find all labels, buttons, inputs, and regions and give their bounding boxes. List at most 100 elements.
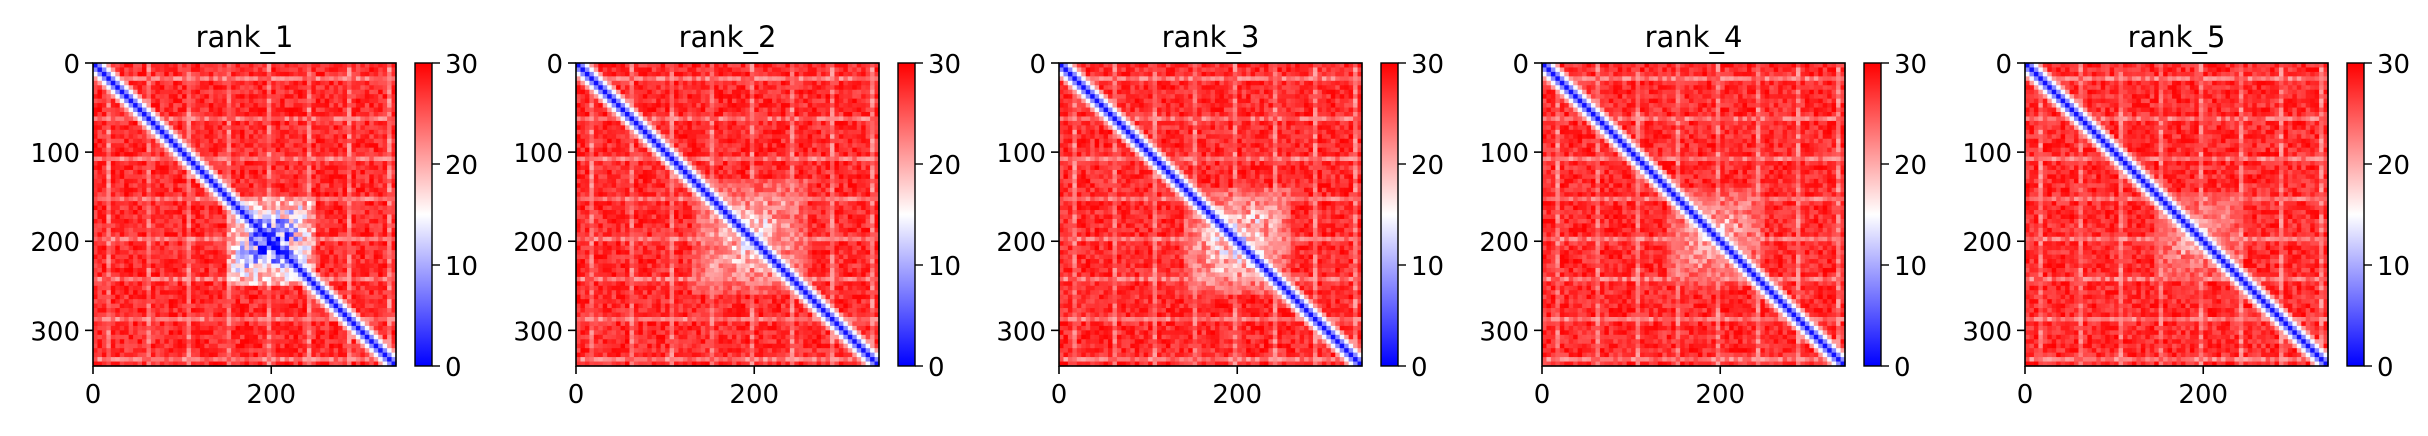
heatmap-cell [294,103,299,108]
heatmap-cell [280,112,285,117]
heatmap-cell [378,81,383,86]
heatmap-cell [294,197,299,202]
heatmap-cell [298,232,303,237]
heatmap-cell [173,246,178,251]
heatmap-cell [329,148,334,153]
heatmap-cell [102,72,107,77]
heatmap-cell [204,90,209,95]
heatmap-cell [365,72,370,77]
heatmap-cell [307,67,312,72]
heatmap-cell [343,246,348,251]
heatmap-cell [129,308,134,313]
heatmap-cell [164,317,169,322]
heatmap-cell [129,139,134,144]
heatmap-cell [369,72,374,77]
heatmap-cell [289,321,294,326]
heatmap-cell [276,223,281,228]
heatmap-cell [227,174,232,179]
heatmap-cell [204,344,209,349]
heatmap-cell [213,157,218,162]
heatmap-cell [249,246,254,251]
heatmap-cell [102,304,107,309]
heatmap-cell [329,174,334,179]
heatmap-cell [182,103,187,108]
heatmap-cell [187,188,192,193]
heatmap-cell [369,103,374,108]
heatmap-cell [253,304,258,309]
heatmap-cell [258,67,263,72]
heatmap-cell [298,152,303,157]
colorbar [415,63,432,366]
heatmap-cell [289,192,294,197]
heatmap-cell [227,90,232,95]
heatmap-cell [365,219,370,224]
heatmap-cell [227,228,232,233]
heatmap-cell [191,148,196,153]
heatmap-cell [106,228,111,233]
heatmap-cell [200,286,205,291]
heatmap-cell [356,241,361,246]
heatmap-cell [307,232,312,237]
heatmap-cell [240,108,245,113]
heatmap-cell [124,143,129,148]
heatmap-cell [142,215,147,220]
heatmap-cell [97,241,102,246]
heatmap-cell [329,299,334,304]
heatmap-cell [311,67,316,72]
heatmap-cell [173,344,178,349]
heatmap-cell [120,281,125,286]
heatmap-cell [360,179,365,184]
heatmap-cell [160,272,165,277]
heatmap-cell [160,148,165,153]
heatmap-cell [728,81,733,86]
heatmap-cell [320,299,325,304]
heatmap-cell [351,317,356,322]
heatmap-cell [307,317,312,322]
heatmap-cell [129,241,134,246]
heatmap-cell [253,174,258,179]
heatmap-cell [302,201,307,206]
heatmap-cell [124,321,129,326]
heatmap-cell [204,330,209,335]
heatmap-cell [115,250,120,255]
heatmap-cell [160,277,165,282]
heatmap-cell [160,344,165,349]
heatmap-cell [142,286,147,291]
heatmap-cell [360,165,365,170]
heatmap-cell [146,237,151,242]
heatmap-cell [218,335,223,340]
heatmap-cell [191,335,196,340]
heatmap-cell [307,148,312,153]
heatmap-cell [173,192,178,197]
heatmap-cell [160,210,165,215]
heatmap-cell [182,228,187,233]
heatmap-cell [365,108,370,113]
heatmap-cell [276,152,281,157]
heatmap-cell [213,174,218,179]
heatmap-cell [195,161,200,166]
heatmap-cell [320,108,325,113]
heatmap-cell [200,215,205,220]
heatmap-cell [160,152,165,157]
heatmap-cell [276,277,281,282]
heatmap-cell [289,290,294,295]
heatmap-cell [142,353,147,358]
heatmap-cell [222,219,227,224]
heatmap-cell [111,299,116,304]
heatmap-cell [374,85,379,90]
heatmap-cell [213,67,218,72]
heatmap-cell [271,259,276,264]
heatmap-cell [343,241,348,246]
heatmap-cell [120,170,125,175]
panel-title: rank_1 [196,20,294,54]
heatmap-cell [387,188,392,193]
heatmap-cell [369,125,374,130]
heatmap-cell [191,219,196,224]
heatmap-cell [111,139,116,144]
heatmap-cell [347,313,352,318]
heatmap-cell [138,348,143,353]
heatmap-cell [191,348,196,353]
heatmap-cell [799,72,804,77]
heatmap-cell [634,72,639,77]
heatmap-cell [365,241,370,246]
